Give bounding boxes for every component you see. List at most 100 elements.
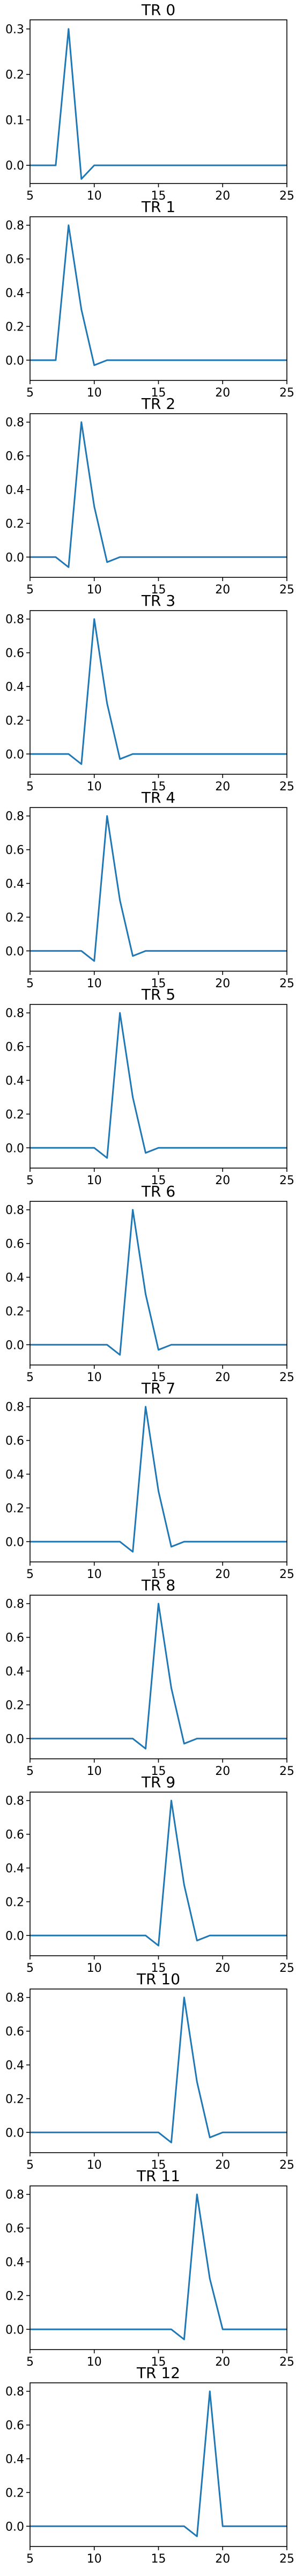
y-tick-label: 0.6 xyxy=(5,1829,24,1842)
y-tick-label: 0.0 xyxy=(5,748,24,761)
x-tick-label: 5 xyxy=(26,2552,34,2566)
chart-title: TR 4 xyxy=(141,789,175,806)
x-tick-label: 25 xyxy=(279,1962,294,1975)
x-tick-label: 25 xyxy=(279,1765,294,1778)
x-tick-label: 15 xyxy=(151,1962,166,1975)
y-tick-label: 0.2 xyxy=(5,1502,24,1515)
x-tick-label: 20 xyxy=(215,583,230,597)
x-tick-label: 5 xyxy=(26,386,34,400)
y-tick-label: 0.8 xyxy=(5,1795,24,1808)
y-tick-label: 0.4 xyxy=(5,483,24,497)
x-tick-label: 25 xyxy=(279,1371,294,1384)
x-tick-label: 20 xyxy=(215,2552,230,2566)
x-tick-label: 10 xyxy=(87,780,102,794)
x-tick-label: 20 xyxy=(215,2355,230,2369)
y-tick-label: 0.6 xyxy=(5,844,24,857)
x-tick-label: 20 xyxy=(215,1371,230,1384)
chart-panel-4: TR 4 5 10 15 20 25 0.0 0.2 0.4 0.6 0.8 xyxy=(5,789,294,990)
data-line xyxy=(30,1997,287,2144)
x-tick-label: 15 xyxy=(151,977,166,990)
y-tick-label: 0.2 xyxy=(5,69,24,82)
y-tick-label: 0.8 xyxy=(5,1992,24,2005)
x-tick-label: 20 xyxy=(215,977,230,990)
x-tick-label: 25 xyxy=(279,2552,294,2566)
chart-title: TR 0 xyxy=(141,1,175,19)
chart-panel-3: TR 3 5 10 15 20 25 0.0 0.2 0.4 0.6 0.8 xyxy=(5,592,294,794)
axes-frame xyxy=(29,1792,287,1956)
x-tick-label: 5 xyxy=(26,2159,34,2172)
y-tick-label: 0.4 xyxy=(5,1271,24,1285)
x-tick-label: 10 xyxy=(87,1765,102,1778)
y-tick-label: 0.2 xyxy=(5,714,24,728)
x-tick-label: 20 xyxy=(215,2159,230,2172)
y-tick-label: 0.8 xyxy=(5,1007,24,1021)
x-tick-label: 10 xyxy=(87,1962,102,1975)
x-tick-label: 15 xyxy=(151,386,166,400)
y-tick-label: 0.4 xyxy=(5,680,24,694)
y-tick-label: 0.0 xyxy=(5,945,24,958)
x-tick-label: 25 xyxy=(279,2355,294,2369)
y-tick-label: 0.8 xyxy=(5,613,24,627)
chart-title: TR 9 xyxy=(141,1773,175,1791)
axes-frame xyxy=(29,19,287,184)
chart-title: TR 1 xyxy=(141,198,175,216)
axes-frame xyxy=(29,1004,287,1169)
y-tick-label: 0.2 xyxy=(5,1896,24,1909)
y-tick-label: 0.6 xyxy=(5,647,24,660)
y-tick-label: 0.8 xyxy=(5,1598,24,1611)
axes-frame xyxy=(29,216,287,381)
x-tick-label: 10 xyxy=(87,2552,102,2566)
y-tick-label: 0.8 xyxy=(5,810,24,824)
x-tick-label: 15 xyxy=(151,1371,166,1384)
chart-panel-10: TR 10 5 10 15 20 25 0.0 0.2 0.4 0.6 0.8 xyxy=(5,1970,294,2172)
y-tick-label: 0.8 xyxy=(5,416,24,430)
x-tick-label: 25 xyxy=(279,583,294,597)
y-tick-label: 0.4 xyxy=(5,1468,24,1481)
x-tick-label: 20 xyxy=(215,1174,230,1187)
y-tick-label: 0.2 xyxy=(5,1305,24,1318)
chart-panel-2: TR 2 5 10 15 20 25 0.0 0.2 0.4 0.6 0.8 xyxy=(5,395,294,597)
x-tick-label: 25 xyxy=(279,2159,294,2172)
y-tick-label: 0.0 xyxy=(5,1733,24,1746)
y-tick-label: 0.4 xyxy=(5,2256,24,2269)
x-tick-label: 10 xyxy=(87,1174,102,1187)
x-tick-label: 15 xyxy=(151,2159,166,2172)
y-tick-label: 0.8 xyxy=(5,1401,24,1414)
x-tick-label: 5 xyxy=(26,1568,34,1581)
chart-panel-11: TR 11 5 10 15 20 25 0.0 0.2 0.4 0.6 0.8 xyxy=(5,2167,294,2369)
y-tick-label: 0.2 xyxy=(5,1699,24,1712)
axes-frame xyxy=(29,2382,287,2547)
y-tick-label: 0.0 xyxy=(5,2323,24,2337)
y-tick-label: 0.8 xyxy=(5,219,24,233)
chart-title: TR 10 xyxy=(136,1970,180,1988)
x-tick-label: 5 xyxy=(26,1765,34,1778)
data-line xyxy=(30,815,287,962)
x-tick-label: 5 xyxy=(26,977,34,990)
x-tick-label: 20 xyxy=(215,189,230,203)
data-line xyxy=(30,224,287,366)
y-tick-label: 0.6 xyxy=(5,450,24,464)
y-tick-label: 0.0 xyxy=(5,551,24,564)
data-line xyxy=(30,618,287,765)
y-tick-label: 0.4 xyxy=(5,2453,24,2466)
chart-title: TR 11 xyxy=(136,2167,180,2185)
data-line xyxy=(30,421,287,568)
axes-frame xyxy=(29,2185,287,2350)
y-tick-label: 0.4 xyxy=(5,877,24,891)
y-tick-label: 0.6 xyxy=(5,2222,24,2236)
x-tick-label: 5 xyxy=(26,189,34,203)
data-line xyxy=(30,28,287,180)
x-tick-label: 5 xyxy=(26,583,34,597)
y-tick-label: 0.6 xyxy=(5,1238,24,1251)
chart-panel-9: TR 9 5 10 15 20 25 0.0 0.2 0.4 0.6 0.8 xyxy=(5,1773,294,1975)
y-tick-label: 0.0 xyxy=(5,2126,24,2140)
x-tick-label: 15 xyxy=(151,1765,166,1778)
y-tick-label: 0.2 xyxy=(5,911,24,924)
y-tick-label: 0.0 xyxy=(5,1929,24,1943)
data-line xyxy=(30,2390,287,2537)
chart-panel-12: TR 12 5 10 15 20 25 0.0 0.2 0.4 0.6 0.8 xyxy=(5,2364,294,2566)
x-tick-label: 20 xyxy=(215,386,230,400)
y-tick-label: 0.0 xyxy=(5,2520,24,2534)
x-tick-label: 25 xyxy=(279,1174,294,1187)
